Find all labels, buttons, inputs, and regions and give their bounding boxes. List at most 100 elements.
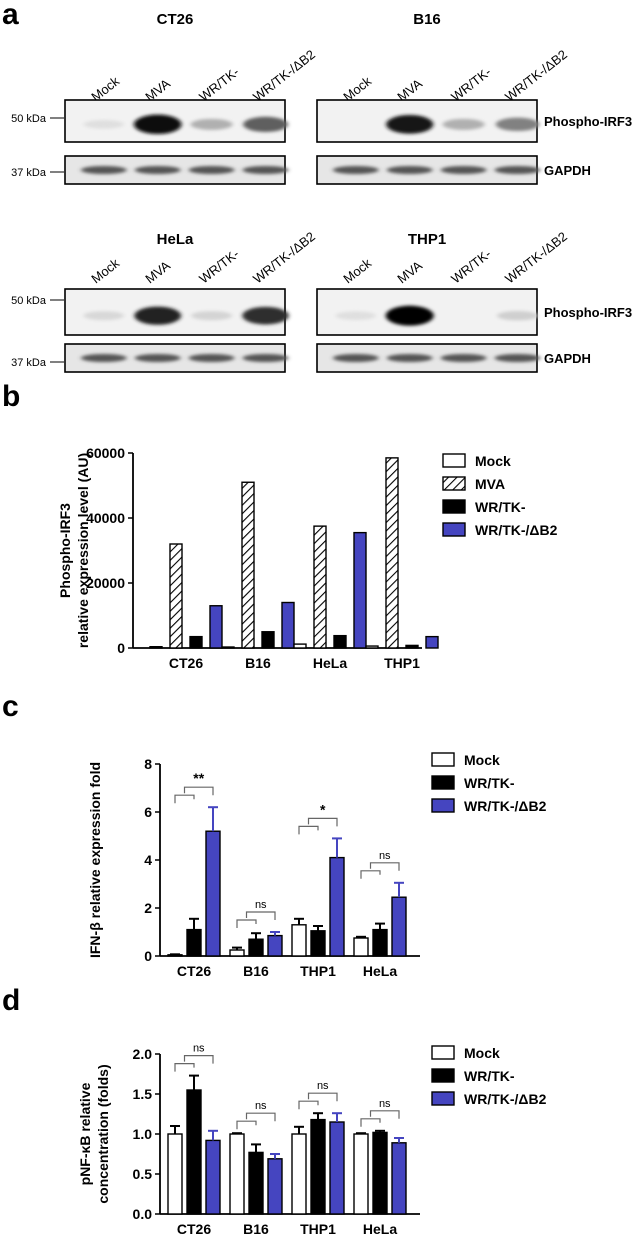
legend-swatch [442,453,466,468]
significance-bracket [245,911,276,920]
bar [241,481,255,649]
x-tick-label: B16 [245,655,271,671]
panel-label-d: d [2,984,20,1017]
size-marker: 50 kDa [11,295,47,307]
panel-label-a: a [2,0,19,31]
legend-label: WR/TK- [475,499,526,515]
band [243,116,288,132]
significance-label: * [320,801,326,817]
significance-label: ns [255,899,267,911]
band [335,311,376,320]
band [83,120,125,129]
band [442,118,485,130]
band [386,354,433,362]
significance-label: ns [379,850,391,862]
significance-bracket [298,825,319,835]
bar [329,856,345,957]
legend-label: Mock [464,1045,500,1061]
significance-bracket [369,1110,400,1119]
legend-label: WR/TK-/ΔB2 [475,522,558,538]
significance-label: ns [379,1098,391,1110]
blot-title-hela: HeLa [157,231,194,248]
bar [169,543,183,649]
legend-swatch [431,752,455,767]
significance-bracket [245,1112,276,1122]
significance-bracket [183,1055,214,1064]
bar [205,1139,221,1215]
chart-d: 0.0 0.5 1.0 1.5 2.0 pNF-κB relative concentrat… [77,1043,547,1237]
bar [425,635,439,649]
significance-bracket [307,817,338,827]
y-axis-label: Phospho-IRF3 relative expression level (A… [57,453,91,648]
legend-label: Mock [464,752,500,768]
lane-label: WR/TK- [196,64,242,104]
x-tick-label: THP1 [300,1221,336,1237]
band [242,166,289,174]
band [440,354,487,362]
size-marker: 37 kDa [11,357,47,369]
band-label-gapdh: GAPDH [544,351,591,366]
y-axis-label-line: Phospho-IRF3 [57,503,73,598]
panel-label-c: c [2,690,19,723]
band [495,117,540,132]
significance-bracket [236,1120,257,1130]
blot-title-ct26: CT26 [157,11,194,28]
legend-swatch [431,1091,455,1106]
bar [267,1158,283,1215]
y-tick-label: 4 [144,852,152,868]
significance-bracket [298,1100,319,1110]
bar [353,531,367,649]
y-axis-label-line: IFN-β relative expression fold [87,762,103,958]
bar [248,938,264,957]
x-tick-label: B16 [243,1221,269,1237]
significance-bracket [174,1063,195,1072]
y-tick-label: 0.5 [133,1166,153,1182]
bar [267,934,283,957]
significance-bracket [174,794,195,804]
y-tick-label: 0 [117,640,125,656]
x-tick-label: B16 [243,963,269,979]
lane-label: WR/TK- [448,246,494,286]
band [83,311,125,321]
y-tick-label: 1.0 [133,1126,153,1142]
blot-title-b16: B16 [413,11,441,28]
chart-c: 0 2 4 6 8 IFN-β relative expression fold CT26 *… [87,752,547,979]
bar [229,1133,245,1215]
band [134,306,182,325]
y-tick-label: 2 [144,900,152,916]
band [385,305,434,326]
legend-swatch [431,798,455,813]
bar [293,643,307,649]
bar [310,930,326,957]
bar [329,1121,345,1215]
lane-label: WR/TK-/ΔB2 [502,229,570,287]
bar [291,1133,307,1215]
y-axis-label-line: pNF-κB relative [77,1082,93,1185]
band [133,114,182,135]
size-marker: 37 kDa [11,167,47,179]
significance-bracket [183,786,214,796]
y-tick-label: 0.0 [133,1206,153,1222]
bar [261,631,275,649]
bar [333,634,347,649]
legend-swatch [431,1045,455,1060]
band [134,354,181,362]
bar [186,928,202,957]
band-label-phospho-irf3: Phospho-IRF3 [544,114,632,129]
lane-label: MVA [142,258,173,287]
band [386,114,434,134]
legend-label: Mock [475,453,511,469]
band [494,166,541,174]
y-axis-label-line: concentration (folds) [95,1064,111,1203]
band [332,166,379,174]
lane-label: Mock [88,255,122,286]
lane-label: MVA [394,258,425,287]
bar [372,1131,388,1215]
bar [167,1133,183,1215]
band [190,118,233,130]
x-tick-label: HeLa [363,1221,397,1237]
y-axis-label: pNF-κB relative concentration (folds) [77,1064,111,1203]
band [497,310,538,321]
y-tick-label: 2.0 [133,1046,153,1062]
x-tick-label: HeLa [363,963,397,979]
